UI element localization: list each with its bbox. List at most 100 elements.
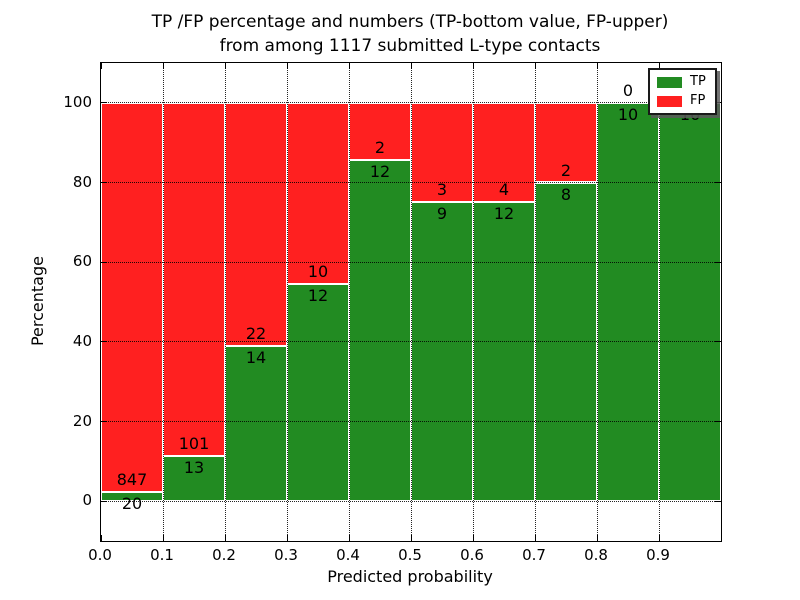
bar-segment-tp-9 [659,102,721,502]
gridline-v-7 [534,63,536,541]
xtick-top-7 [534,63,536,69]
ytick-left-0 [101,500,107,502]
fp-count-label-5: 3 [436,180,448,200]
xtick-bottom-3 [286,535,288,541]
ytick-left-60 [101,261,107,263]
xtick-top-1 [162,63,164,69]
y-tick-label-0: 0 [82,491,92,510]
bar-segment-tp-8 [597,102,659,502]
xtick-bottom-7 [534,535,536,541]
xtick-bottom-6 [472,535,474,541]
fp-count-label-7: 2 [560,160,572,180]
fp-count-label-4: 2 [374,137,386,157]
xtick-top-2 [224,63,226,69]
tp-count-label-0: 20 [121,493,143,513]
x-tick-label-0.0: 0.0 [88,546,112,564]
ytick-left-40 [101,341,107,343]
x-tick-label-0.9: 0.9 [646,546,670,564]
xtick-bottom-2 [224,535,226,541]
x-tick-label-0.5: 0.5 [398,546,422,564]
legend-swatch-FP [657,95,682,107]
xtick-bottom-10 [720,535,722,541]
gridline-v-1 [162,63,164,541]
y-tick-label-40: 40 [72,331,92,350]
legend-label-TP: TP [690,74,706,89]
bar-segment-tp-6 [473,202,535,502]
gridline-v-2 [224,63,226,541]
x-tick-label-0.1: 0.1 [150,546,174,564]
tp-count-label-8: 10 [617,104,639,124]
ytick-right-100 [715,102,721,104]
x-tick-label-0.4: 0.4 [336,546,360,564]
ytick-right-80 [715,182,721,183]
gridline-v-9 [658,63,660,541]
x-tick-label-0.6: 0.6 [460,546,484,564]
chart-title: TP /FP percentage and numbers (TP-bottom… [100,10,720,58]
x-tick-label-0.2: 0.2 [212,546,236,564]
bar-segment-tp-2 [225,346,287,502]
xtick-bottom-8 [596,535,598,541]
xtick-bottom-1 [162,535,164,541]
tp-count-label-2: 14 [245,348,267,368]
tp-count-label-4: 12 [369,161,391,181]
tp-count-label-6: 12 [493,204,515,224]
bar-segment-fp-2 [225,102,287,347]
xtick-top-5 [410,63,412,69]
tp-count-label-5: 9 [436,204,448,224]
tp-count-label-7: 8 [560,184,572,204]
chart-title-line2: from among 1117 submitted L-type contact… [219,36,601,56]
fp-count-label-8: 0 [622,80,634,100]
bar-segment-tp-4 [349,159,411,502]
ytick-left-20 [101,421,107,422]
tp-count-label-3: 12 [307,285,329,305]
bar-segment-fp-4 [349,102,411,160]
xtick-bottom-5 [410,535,412,541]
legend: TP FP [648,68,717,115]
ytick-left-80 [101,182,107,183]
ytick-right-60 [715,261,721,263]
bar-segment-fp-7 [535,102,597,183]
x-tick-label-0.3: 0.3 [274,546,298,564]
x-tick-label-0.7: 0.7 [522,546,546,564]
bar-segment-fp-1 [163,102,225,456]
bar-segment-tp-5 [411,202,473,502]
x-tick-label-0.8: 0.8 [584,546,608,564]
ytick-right-40 [715,341,721,343]
legend-entry-FP: FP [657,94,706,108]
y-axis-label: Percentage [27,255,47,346]
fp-count-label-2: 22 [245,324,267,344]
gridline-v-5 [410,63,412,541]
xtick-top-3 [286,63,288,69]
xtick-bottom-0 [100,535,102,541]
y-tick-label-20: 20 [72,411,92,430]
xtick-top-4 [348,63,350,69]
xtick-bottom-4 [348,535,350,541]
gridline-v-6 [472,63,474,541]
fp-count-label-0: 847 [116,469,148,489]
legend-swatch-TP [657,76,682,88]
xtick-bottom-9 [658,535,660,541]
x-axis-label: Predicted probability [327,567,493,586]
xtick-top-6 [472,63,474,69]
bar-segment-tp-3 [287,283,349,502]
ytick-right-0 [715,500,721,502]
xtick-top-0 [100,63,102,69]
bar-segment-fp-3 [287,102,349,284]
fp-count-label-6: 4 [498,180,510,200]
y-tick-label-100: 100 [63,92,92,111]
gridline-v-4 [348,63,350,541]
y-tick-label-60: 60 [72,252,92,271]
chart-title-line1: TP /FP percentage and numbers (TP-bottom… [151,12,669,32]
xtick-top-9 [658,63,660,69]
legend-entry-TP: TP [657,75,706,89]
ytick-left-100 [101,102,107,104]
y-tick-label-80: 80 [72,172,92,191]
tp-count-label-1: 13 [183,457,205,477]
legend-label-FP: FP [690,93,706,108]
ytick-right-20 [715,421,721,422]
gridline-v-8 [596,63,598,541]
bar-segment-fp-0 [101,102,163,492]
xtick-top-10 [720,63,722,69]
